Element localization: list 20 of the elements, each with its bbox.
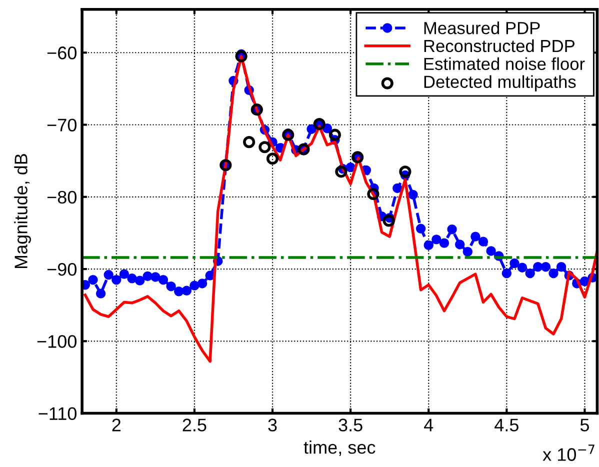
x-tick-label: 2 <box>112 418 121 432</box>
x-tick-label: 4 <box>424 418 434 432</box>
legend-label: Measured PDP <box>424 21 540 34</box>
x-tick-label: 3.5 <box>338 418 362 432</box>
y-tick-label: −110 <box>38 407 76 420</box>
y-tick-label: −100 <box>37 335 76 348</box>
y-tick-label: −70 <box>47 118 76 132</box>
x-tick-label: 3 <box>268 418 277 432</box>
x-axis-title: time, sec <box>304 440 376 456</box>
legend-label: Detected multipaths <box>424 75 576 92</box>
x-tick-label: 2.5 <box>182 418 206 432</box>
text: x 10$^{−7}$ <box>542 444 594 461</box>
y-axis-title: Magnitude, dB <box>14 154 31 268</box>
y-tick-label: −80 <box>47 190 76 204</box>
y-tick-label: −60 <box>47 46 76 60</box>
legend-label: Estimated noise floor <box>424 57 585 70</box>
x-tick-label: 5 <box>580 418 589 432</box>
y-tick-label: −90 <box>47 262 76 276</box>
x-tick-label: 4.5 <box>494 418 518 432</box>
legend-label: Reconstructed PDP <box>424 39 574 52</box>
